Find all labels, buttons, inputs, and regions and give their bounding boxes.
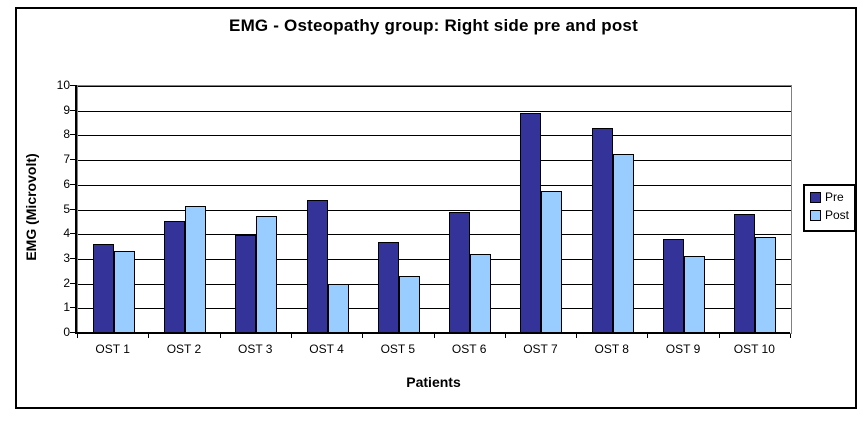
category-label-ost-3: OST 3	[238, 342, 273, 356]
legend-label-post: Post	[825, 208, 850, 222]
y-axis-tick	[70, 257, 75, 259]
y-axis-tick	[70, 183, 75, 185]
y-tick-label-2: 2	[63, 275, 70, 290]
bar-post-ost-3	[256, 216, 278, 333]
category-label-ost-1: OST 1	[95, 342, 130, 356]
x-axis-tick	[362, 334, 364, 338]
bar-pre-ost-6	[449, 212, 471, 333]
bar-pre-ost-8	[591, 128, 613, 333]
gridline-4	[78, 234, 791, 236]
bar-pre-ost-9	[663, 239, 685, 333]
x-axis-tick	[718, 334, 720, 338]
y-axis-title: EMG (Microvolt)	[23, 153, 39, 261]
gridline-8	[78, 135, 791, 137]
category-label-ost-2: OST 2	[166, 342, 202, 356]
y-axis-tick	[70, 109, 75, 111]
category-label-ost-9: OST 9	[665, 342, 701, 356]
category-label-ost-8: OST 8	[594, 342, 629, 356]
category-label-ost-6: OST 6	[451, 342, 487, 356]
bar-post-ost-2	[184, 206, 206, 333]
y-tick-label-4: 4	[63, 226, 70, 241]
x-axis-tick	[77, 334, 78, 338]
y-tick-label-0: 0	[63, 325, 70, 339]
y-axis-tick	[70, 282, 75, 284]
x-axis-tick	[148, 334, 150, 338]
bar-pre-ost-10	[734, 214, 756, 333]
bar-post-ost-1	[113, 251, 135, 333]
legend: Pre Post	[803, 184, 856, 232]
bar-post-ost-6	[470, 254, 492, 333]
gridline-10	[78, 86, 791, 87]
bar-post-ost-4	[327, 284, 349, 333]
legend-item-post: Post	[810, 209, 854, 222]
gridline-2	[78, 283, 791, 285]
bar-post-ost-5	[398, 276, 420, 333]
post-series-swatch	[810, 210, 821, 221]
bar-pre-ost-3	[235, 235, 257, 333]
bar-pre-ost-1	[92, 244, 114, 333]
y-axis-tick	[70, 332, 75, 333]
bar-pre-ost-5	[377, 242, 399, 333]
y-tick-label-10: 10	[56, 78, 70, 92]
y-axis-tick	[70, 159, 75, 161]
gridline-5	[78, 209, 791, 211]
x-axis-line	[75, 332, 790, 334]
y-axis-tick	[70, 307, 75, 309]
chart-title: EMG - Osteopathy group: Right side pre a…	[229, 16, 638, 35]
bar-post-ost-7	[541, 191, 563, 333]
legend-item-pre: Pre	[810, 191, 854, 204]
y-axis-tick	[70, 134, 75, 136]
y-tick-label-5: 5	[63, 201, 70, 216]
bar-post-ost-8	[612, 154, 634, 333]
plot-area	[77, 85, 792, 334]
y-axis-line	[75, 85, 77, 334]
x-axis-tick	[790, 334, 791, 338]
x-axis-title: Patients	[406, 374, 461, 390]
y-tick-label-3: 3	[63, 250, 70, 265]
x-axis-tick	[647, 334, 649, 338]
bar-post-ost-10	[755, 237, 777, 333]
y-tick-label-6: 6	[63, 176, 70, 191]
bar-pre-ost-4	[306, 200, 328, 333]
y-axis-tick	[70, 85, 75, 86]
gridline-9	[78, 110, 791, 112]
bar-pre-ost-7	[520, 113, 542, 333]
x-axis-tick	[576, 334, 578, 338]
x-axis-tick	[219, 334, 221, 338]
y-tick-label-1: 1	[63, 300, 70, 315]
category-label-ost-5: OST 5	[380, 342, 416, 356]
x-axis-tick	[433, 334, 435, 338]
gridline-1	[78, 308, 791, 310]
pre-series-swatch	[810, 192, 821, 203]
legend-label-pre: Pre	[825, 190, 844, 204]
category-label-ost-4: OST 4	[309, 342, 344, 356]
x-axis-tick	[290, 334, 292, 338]
gridline-7	[78, 160, 791, 162]
x-axis-tick	[504, 334, 506, 338]
y-axis-tick	[70, 233, 75, 235]
gridline-3	[78, 258, 791, 260]
y-axis-tick	[70, 208, 75, 210]
bar-post-ost-9	[684, 256, 706, 333]
category-label-ost-7: OST 7	[523, 342, 558, 356]
y-tick-label-8: 8	[63, 127, 70, 142]
category-label-ost-10: OST 10	[733, 342, 775, 356]
gridline-6	[78, 184, 791, 186]
bar-pre-ost-2	[163, 221, 185, 333]
y-tick-label-9: 9	[63, 102, 70, 117]
y-tick-label-7: 7	[63, 152, 70, 167]
